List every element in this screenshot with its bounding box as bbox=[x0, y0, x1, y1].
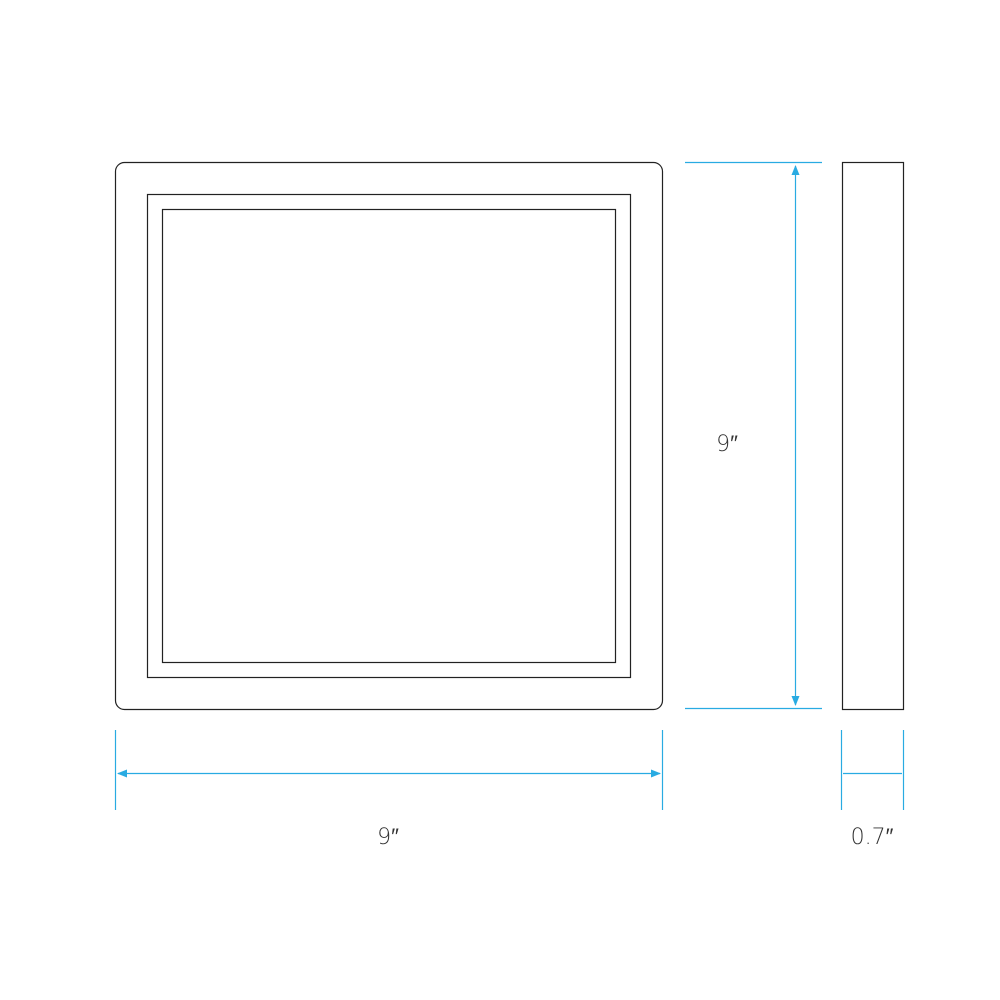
height-label: 9″ bbox=[716, 432, 738, 457]
panel-face bbox=[161, 208, 617, 664]
front-view bbox=[114, 161, 664, 711]
side-view bbox=[841, 161, 905, 711]
inner-trim bbox=[146, 193, 632, 679]
outer-frame bbox=[114, 161, 664, 711]
depth-label: 0.7″ bbox=[851, 825, 894, 850]
width-label: 9″ bbox=[377, 825, 399, 850]
